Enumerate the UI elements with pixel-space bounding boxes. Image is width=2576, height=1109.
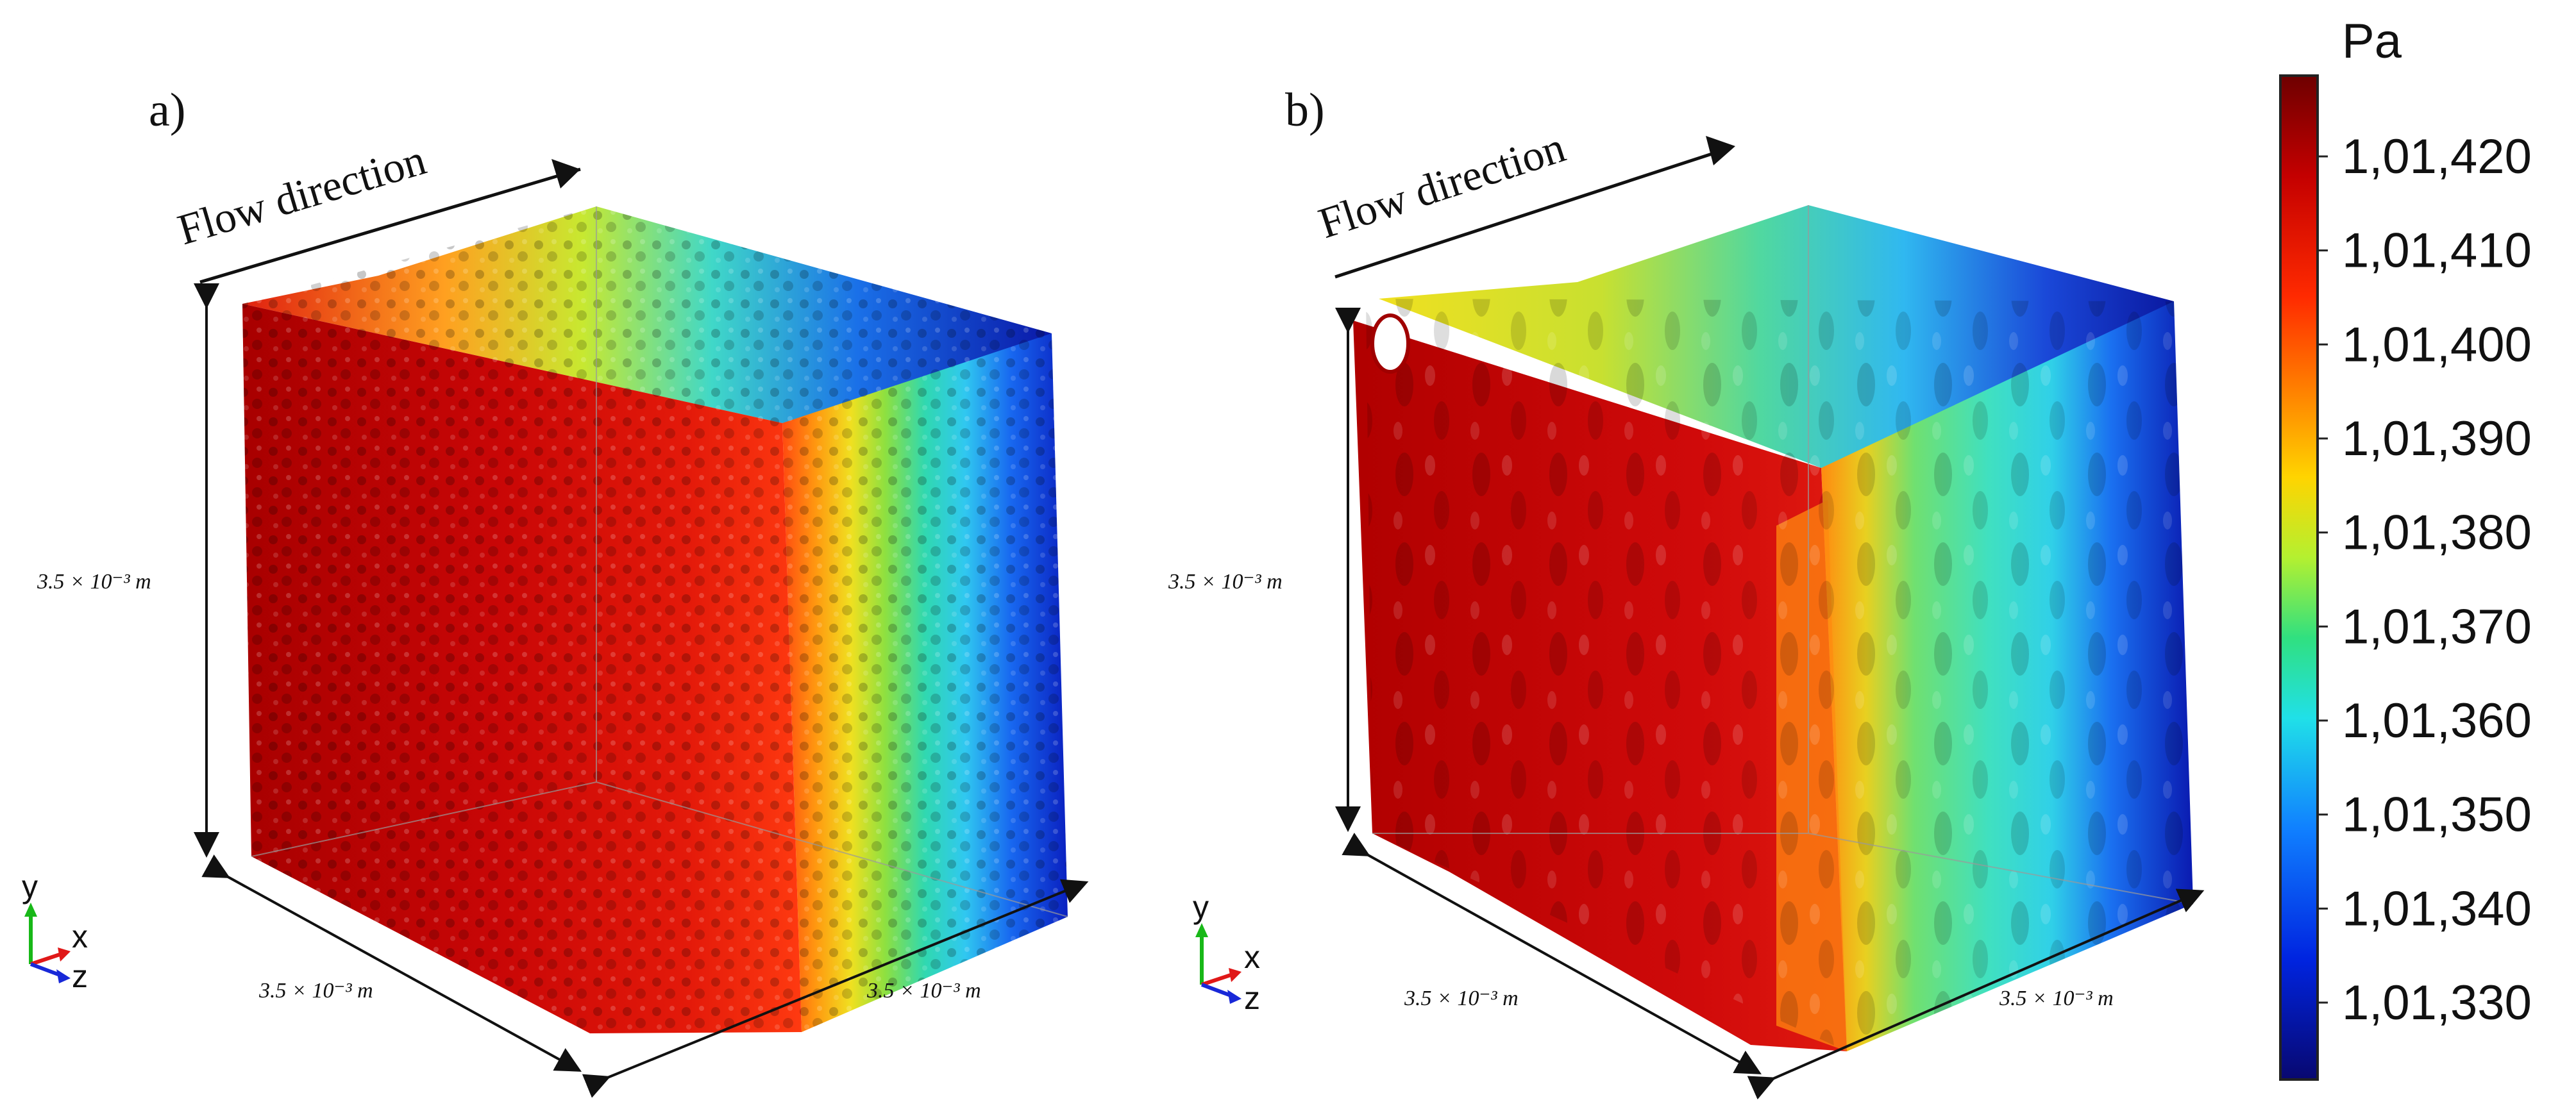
panel-b-axis-y: y: [1193, 889, 1209, 925]
panel-a-label: a): [149, 84, 186, 137]
colorbar-tick-label: 1,01,390: [2342, 412, 2532, 466]
panel-b-height-label: 3.5 × 10⁻³ m: [1168, 570, 1283, 594]
panel-b-flow-label: Flow direction: [1313, 122, 1570, 247]
panel-a-axis-x: x: [72, 919, 88, 955]
colorbar-tick-label: 1,01,380: [2342, 506, 2532, 560]
colorbar-tick-label: 1,01,360: [2342, 694, 2532, 748]
panel-a-porous-cube: [242, 206, 1068, 1033]
panel-a: a) Flow direction 3.5 × 10⁻³ m: [22, 84, 1089, 1098]
panel-b-depth-label: 3.5 × 10⁻³ m: [1404, 987, 1519, 1010]
colorbar-tick-label: 1,01,410: [2342, 224, 2532, 278]
colorbar-tick-label: 1,01,350: [2342, 788, 2532, 842]
colorbar-tick-label: 1,01,370: [2342, 599, 2532, 654]
panel-a-depth-label: 3.5 × 10⁻³ m: [258, 979, 373, 1003]
colorbar-gradient: [2279, 74, 2319, 1081]
colorbar-unit: Pa: [2342, 14, 2402, 69]
panel-a-axis-z: z: [72, 958, 88, 994]
panel-a-width-label: 3.5 × 10⁻³ m: [866, 979, 981, 1003]
panel-b: b) Flow direction 3.5 × 1: [1168, 84, 2205, 1100]
panel-b-porous-cube: [1353, 205, 2194, 1051]
panel-b-axis-z: z: [1244, 980, 1260, 1016]
colorbar-ticks: 1,01,420 1,01,410 1,01,400 1,01,390 1,01,380…: [2318, 129, 2532, 1030]
colorbar-tick-label: 1,01,400: [2342, 317, 2532, 372]
panel-b-label: b): [1285, 84, 1325, 137]
panel-a-axis-triad: y x z: [22, 869, 88, 994]
panel-a-height-label: 3.5 × 10⁻³ m: [37, 570, 151, 594]
colorbar: Pa 1,01,4201,01,4101,01,4001,01,3901,01,…: [2279, 14, 2532, 1081]
panel-a-dimensions: [194, 283, 1089, 1098]
panel-b-axis-x: x: [1244, 939, 1260, 975]
colorbar-tick-label: 1,01,420: [2342, 129, 2532, 184]
panel-a-flow-label: Flow direction: [173, 135, 432, 254]
panel-b-axis-triad: y x z: [1193, 889, 1260, 1016]
panel-a-axis-y: y: [22, 869, 38, 905]
panel-b-width-label: 3.5 × 10⁻³ m: [1999, 987, 2114, 1010]
colorbar-tick-label: 1,01,340: [2342, 881, 2532, 936]
panel-b-dimensions: [1335, 308, 2205, 1100]
colorbar-tick-label: 1,01,330: [2342, 976, 2532, 1030]
